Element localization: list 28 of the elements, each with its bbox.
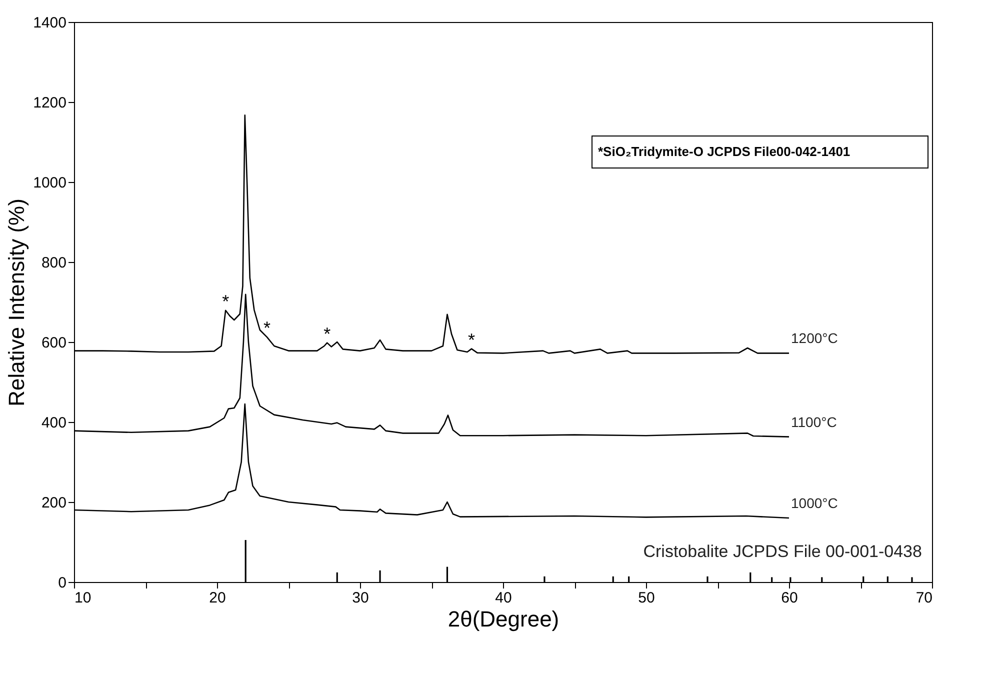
annotation: * (468, 330, 476, 350)
x-tick-label: 10 (74, 590, 92, 606)
x-tick-label: 60 (781, 590, 798, 606)
y-tick-label: 1200 (33, 94, 66, 112)
annotation: *SiO₂Tridymite-O JCPDS File00-042-1401 (598, 144, 850, 159)
series-label: 1000°C (791, 495, 838, 511)
line-series (73, 403, 790, 519)
y-tick-label: 1400 (33, 14, 66, 32)
line-series (73, 294, 790, 438)
x-tick-label: 30 (352, 590, 369, 606)
y-tick-label: 400 (41, 414, 66, 432)
y-tick-label: 800 (41, 254, 66, 272)
x-tick-label: 20 (209, 590, 226, 606)
series-label: Cristobalite JCPDS File 00-001-0438 (643, 542, 922, 562)
series-label: 1200°C (791, 330, 838, 346)
y-tick-label: 600 (41, 334, 66, 352)
y-tick-label: 200 (41, 494, 66, 512)
y-tick-label: 0 (58, 574, 66, 592)
y-tick-label: 1000 (33, 174, 66, 192)
x-tick-label: 40 (495, 590, 512, 606)
annotation: * (324, 324, 331, 344)
x-tick-label: 50 (638, 590, 655, 606)
annotation: * (222, 291, 230, 312)
annotation: * (264, 318, 271, 338)
x-tick-label: 70 (916, 590, 932, 606)
x-axis-title: 2θ(Degree) (448, 606, 560, 632)
series-label: 1100°C (791, 414, 837, 430)
y-axis-title: Relative Intensity (%) (4, 198, 30, 406)
